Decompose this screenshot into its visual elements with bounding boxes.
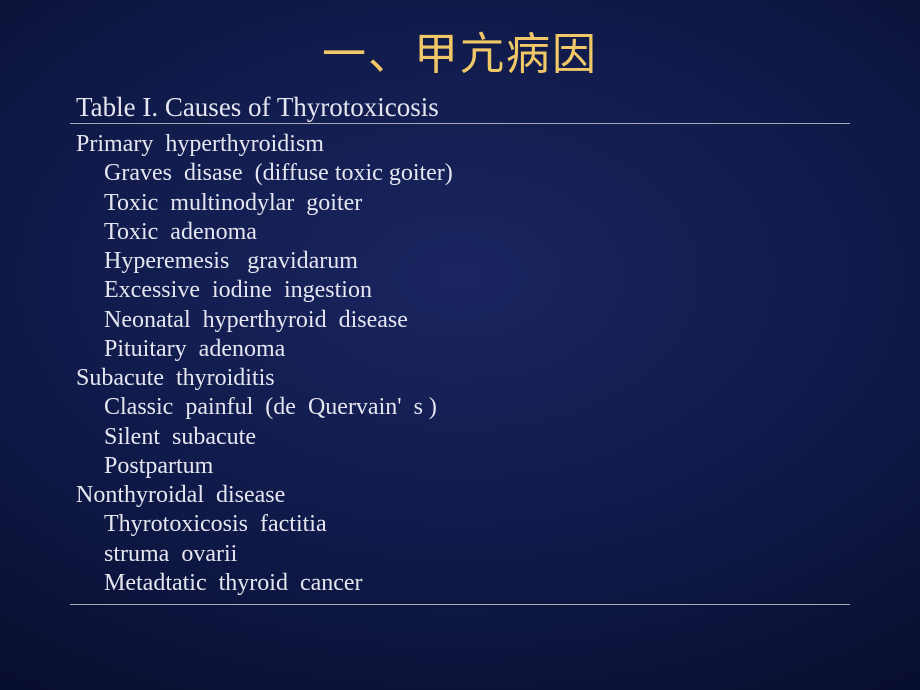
table-body: Primary hyperthyroidism Graves disase (d… [70, 130, 850, 605]
list-item: Classic painful (de Quervain' s ) [76, 393, 850, 422]
list-item: Graves disase (diffuse toxic goiter) [76, 159, 850, 188]
category-header: Subacute thyroiditis [76, 364, 850, 393]
category-header: Nonthyroidal disease [76, 481, 850, 510]
list-item: Toxic adenoma [76, 218, 850, 247]
list-item: Thyrotoxicosis factitia [76, 510, 850, 539]
category-header: Primary hyperthyroidism [76, 130, 850, 159]
list-item: Hyperemesis gravidarum [76, 247, 850, 276]
list-item: Metadtatic thyroid cancer [76, 569, 850, 598]
table-caption: Table I. Causes of Thyrotoxicosis [70, 92, 850, 124]
list-item: Postpartum [76, 452, 850, 481]
list-item: struma ovarii [76, 540, 850, 569]
list-item: Toxic multinodylar goiter [76, 189, 850, 218]
list-item: Neonatal hyperthyroid disease [76, 306, 850, 335]
list-item: Excessive iodine ingestion [76, 276, 850, 305]
slide-title: 一、甲亢病因 [0, 0, 920, 82]
list-item: Silent subacute [76, 423, 850, 452]
list-item: Pituitary adenoma [76, 335, 850, 364]
slide-content: Table I. Causes of Thyrotoxicosis Primar… [0, 82, 920, 605]
